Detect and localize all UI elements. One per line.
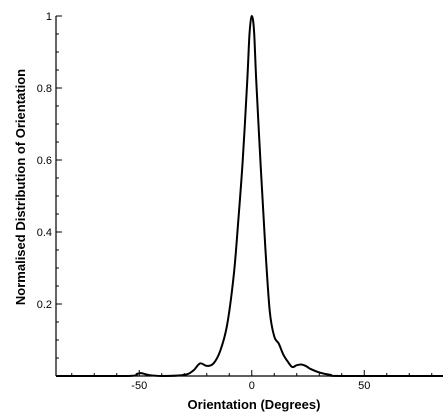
- y-tick-label: 1: [46, 11, 52, 23]
- x-tick-label: -50: [131, 380, 147, 392]
- distribution-line: [56, 15, 443, 378]
- axes: [55, 16, 443, 377]
- x-tick-labels: -50 0 50: [131, 380, 370, 392]
- y-axis-title: Normalised Distribution of Orientation: [13, 69, 28, 305]
- x-tick-label: 50: [358, 380, 370, 392]
- tick-marks: [56, 15, 433, 376]
- y-tick-label: 0.8: [37, 83, 52, 95]
- y-tick-labels: 0.2 0.4 0.6 0.8 1: [37, 11, 52, 311]
- y-tick-label: 0.4: [37, 227, 52, 239]
- x-tick-label: 0: [249, 380, 255, 392]
- x-axis-title: Orientation (Degrees): [188, 397, 321, 412]
- y-tick-label: 0.2: [37, 299, 52, 311]
- y-tick-label: 0.6: [37, 155, 52, 167]
- series-group: [56, 15, 443, 378]
